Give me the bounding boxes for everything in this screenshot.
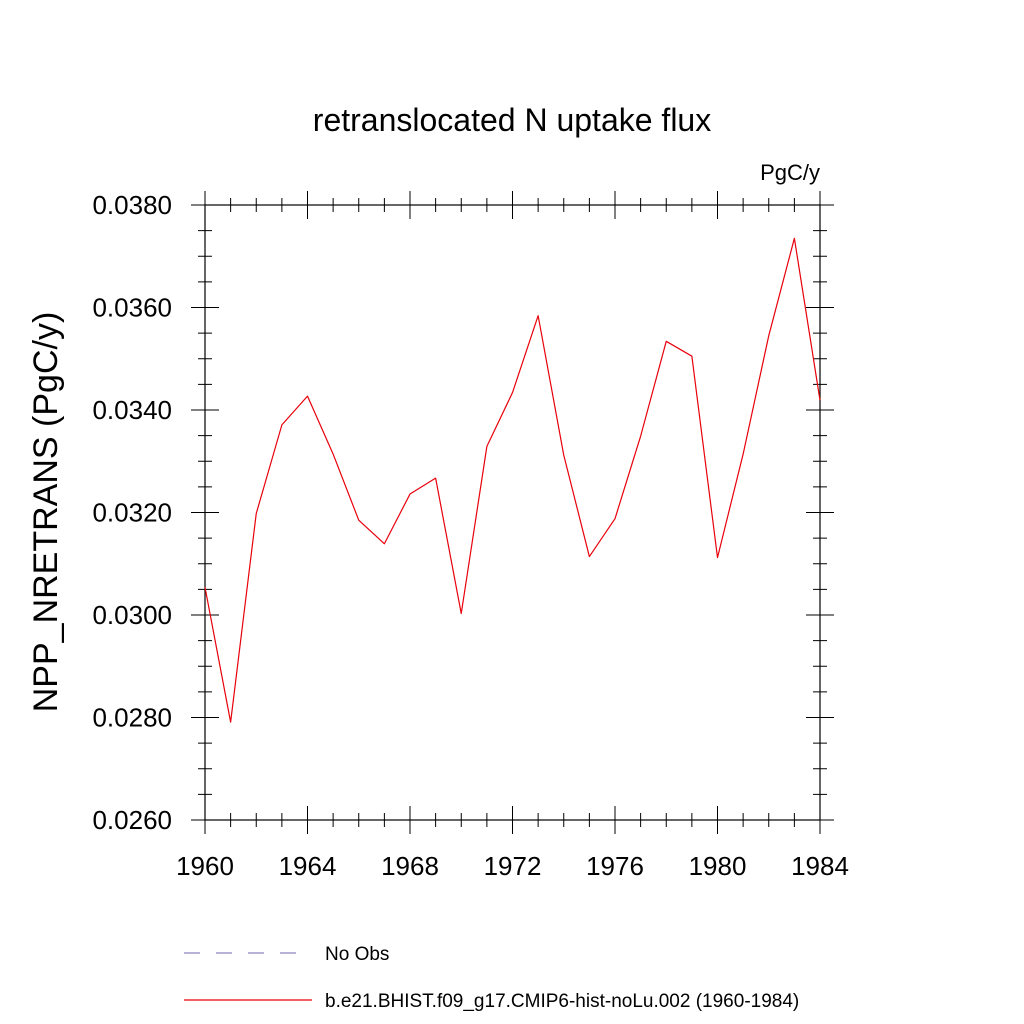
y-tick-label: 0.0340 [92,395,172,425]
x-tick-label: 1968 [381,851,439,881]
y-tick-label: 0.0300 [92,600,172,630]
legend-label-no-obs: No Obs [325,944,389,965]
units-label: PgC/y [760,160,820,185]
plot-frame [204,204,821,821]
x-tick-label: 1972 [484,851,542,881]
y-tick-label: 0.0280 [92,703,172,733]
y-axis-label: NPP_NRETRANS (PgC/y) [27,312,65,713]
chart-title: retranslocated N uptake flux [313,102,711,138]
y-tick-label: 0.0360 [92,293,172,323]
x-tick-label: 1984 [791,851,849,881]
tick-labels: 1960 1964 1968 1972 1976 1980 1984 0.0260 0.0280… [92,190,848,881]
x-tick-label: 1976 [586,851,644,881]
series-layer [204,237,821,723]
y-tick-label: 0.0260 [92,805,172,835]
legend: No Obs b.e21.BHIST.f09_g17.CMIP6-hist-no… [184,944,799,1012]
x-tick-label: 1964 [279,851,337,881]
y-tick-label: 0.0380 [92,190,172,220]
y-tick-label: 0.0320 [92,498,172,528]
x-tick-label: 1960 [176,851,234,881]
legend-label-model-run: b.e21.BHIST.f09_g17.CMIP6-hist-noLu.002 … [325,991,799,1012]
x-tick-label: 1980 [689,851,747,881]
axis-ticks [191,191,834,834]
series-line [204,237,821,723]
